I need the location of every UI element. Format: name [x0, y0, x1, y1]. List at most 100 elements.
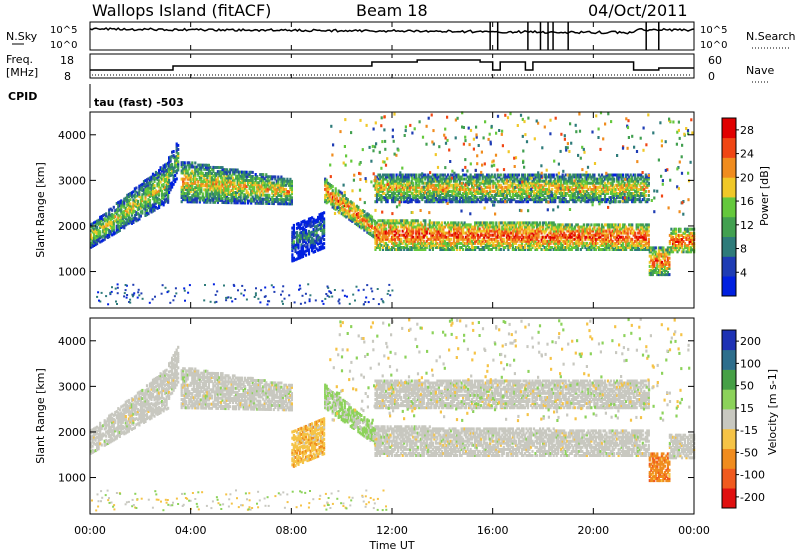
power-cell	[511, 221, 514, 225]
power-cell	[522, 192, 525, 195]
power-cell	[484, 175, 487, 179]
power-cell	[599, 231, 602, 235]
power-cell	[300, 245, 303, 249]
power-cell	[127, 217, 130, 221]
power-cell	[620, 248, 623, 251]
power-cell	[445, 248, 448, 251]
power-cell	[139, 210, 142, 214]
power-cell	[222, 168, 226, 172]
power-cell	[472, 229, 475, 233]
power-cell	[505, 194, 508, 197]
power-cell	[207, 188, 210, 192]
power-cell	[412, 231, 415, 235]
power-cell	[94, 226, 97, 230]
power-cell	[579, 237, 582, 241]
power-cell	[628, 243, 631, 247]
power-cell	[171, 167, 174, 171]
power-cell	[455, 227, 459, 231]
power-cell	[514, 183, 517, 187]
power-cell	[204, 198, 207, 202]
power-cell	[433, 183, 436, 187]
power-cell	[375, 239, 379, 243]
power-cell	[468, 177, 471, 181]
power-cell	[457, 200, 460, 204]
power-cell	[132, 210, 135, 214]
power-cell	[221, 196, 224, 200]
power-cell	[219, 184, 223, 188]
power-cell	[109, 222, 112, 225]
power-cell	[520, 227, 524, 231]
power-cell	[145, 186, 149, 190]
power-cell	[514, 225, 517, 229]
power-cell	[560, 235, 563, 239]
power-cell	[594, 248, 597, 251]
power-cell	[394, 233, 397, 237]
power-cell	[646, 231, 649, 235]
power-cell	[120, 219, 123, 223]
power-cell	[380, 227, 383, 231]
power-cell	[112, 230, 115, 234]
power-cell	[159, 201, 162, 205]
power-cell	[554, 235, 557, 239]
power-cell	[381, 231, 385, 235]
power-cell	[174, 165, 177, 169]
power-cell	[398, 185, 401, 189]
power-cell	[303, 221, 306, 225]
power-cell	[105, 226, 108, 230]
power-cell	[519, 196, 522, 200]
power-cell	[495, 227, 498, 231]
power-cell	[139, 214, 142, 218]
power-cell	[401, 183, 404, 187]
power-cell	[325, 188, 328, 192]
power-cell	[644, 223, 647, 227]
power-cell	[297, 224, 300, 228]
power-cell	[596, 233, 599, 237]
power-cell	[416, 227, 419, 231]
power-cell	[570, 227, 573, 231]
power-cell	[145, 200, 149, 204]
power-cell	[455, 243, 459, 247]
power-cell	[606, 246, 610, 249]
power-cell	[284, 198, 287, 202]
power-cell	[385, 246, 388, 249]
power-cell	[112, 232, 115, 236]
power-cell	[552, 239, 555, 243]
power-cell	[471, 198, 474, 202]
power-cell	[573, 237, 576, 241]
power-cell	[478, 173, 481, 177]
power-cell	[605, 231, 608, 235]
power-cell	[209, 165, 212, 169]
power-cell	[388, 183, 391, 187]
power-cell	[439, 198, 442, 202]
power-cell	[238, 193, 241, 197]
power-cell	[398, 229, 401, 233]
power-cell	[271, 197, 274, 201]
power-cell	[103, 237, 106, 241]
power-cell	[147, 197, 150, 201]
power-cell	[219, 190, 223, 194]
power-cell	[394, 187, 397, 191]
power-cell	[510, 225, 513, 229]
power-cell	[369, 214, 372, 218]
power-cell	[244, 183, 247, 186]
power-cell	[108, 216, 111, 220]
power-cell	[370, 221, 374, 225]
power-cell	[418, 173, 421, 177]
power-cell	[622, 231, 625, 235]
power-cell	[165, 168, 168, 172]
power-cell	[510, 181, 513, 185]
power-cell	[112, 226, 115, 230]
power-cell	[576, 235, 579, 239]
power-cell	[171, 171, 174, 175]
power-cell	[144, 197, 147, 201]
power-cell	[251, 197, 254, 201]
power-cell	[327, 190, 330, 193]
power-cell	[455, 179, 459, 183]
power-cell	[354, 213, 357, 217]
power-cell	[581, 243, 584, 247]
power-cell	[386, 175, 389, 179]
power-cell	[638, 223, 641, 227]
power-cell	[189, 190, 192, 194]
power-cell	[91, 226, 94, 230]
power-cell	[247, 193, 250, 197]
